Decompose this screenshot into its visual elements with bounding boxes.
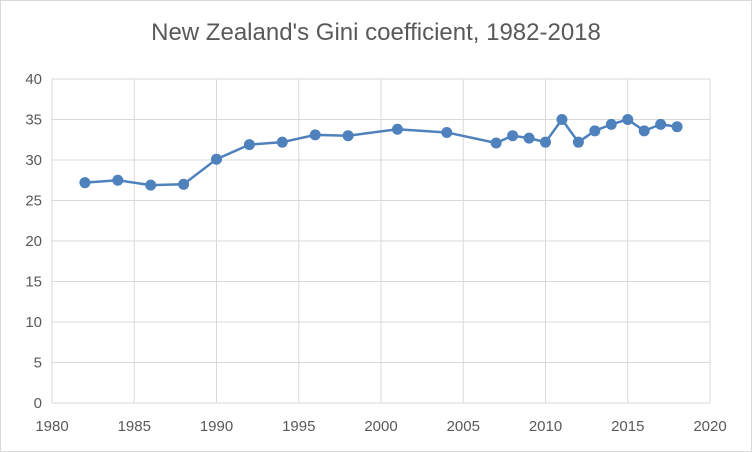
y-tick-label: 10 xyxy=(25,314,42,331)
data-point xyxy=(490,137,502,149)
y-tick-label: 20 xyxy=(25,233,42,250)
x-tick-label: 1995 xyxy=(282,418,315,435)
x-tick-label: 2000 xyxy=(364,418,397,435)
y-tick-label: 30 xyxy=(25,152,42,169)
data-point xyxy=(523,132,535,144)
data-point xyxy=(243,139,255,151)
chart-title: New Zealand's Gini coefficient, 1982-201… xyxy=(151,19,601,46)
x-tick-label: 2020 xyxy=(693,418,726,435)
data-point xyxy=(671,121,683,133)
data-point xyxy=(655,118,667,130)
x-tick-label: 2010 xyxy=(529,418,562,435)
data-point xyxy=(276,136,288,148)
data-point xyxy=(178,178,190,190)
data-point xyxy=(441,126,453,138)
data-point xyxy=(507,130,519,142)
data-point xyxy=(145,179,157,191)
data-point xyxy=(79,177,91,189)
x-tick-label: 1980 xyxy=(35,418,68,435)
data-point xyxy=(622,114,634,125)
x-tick-label: 1990 xyxy=(200,418,233,435)
data-point xyxy=(572,136,584,148)
y-tick-label: 25 xyxy=(25,193,42,210)
data-point xyxy=(309,129,321,141)
y-tick-label: 35 xyxy=(25,112,42,129)
y-tick-label: 5 xyxy=(34,355,42,372)
x-tick-label: 2005 xyxy=(447,418,480,435)
data-point xyxy=(556,114,568,125)
data-point xyxy=(112,174,124,186)
data-point xyxy=(589,125,601,137)
data-point xyxy=(638,125,650,137)
data-point xyxy=(342,130,354,142)
y-tick-label: 40 xyxy=(25,71,42,88)
data-point xyxy=(540,136,551,148)
data-point xyxy=(391,123,403,135)
y-tick-label: 0 xyxy=(34,395,42,412)
x-tick-label: 1985 xyxy=(118,418,151,435)
data-point xyxy=(605,118,617,130)
x-tick-label: 2015 xyxy=(611,418,644,435)
data-point xyxy=(211,153,222,165)
y-tick-label: 15 xyxy=(25,274,42,291)
